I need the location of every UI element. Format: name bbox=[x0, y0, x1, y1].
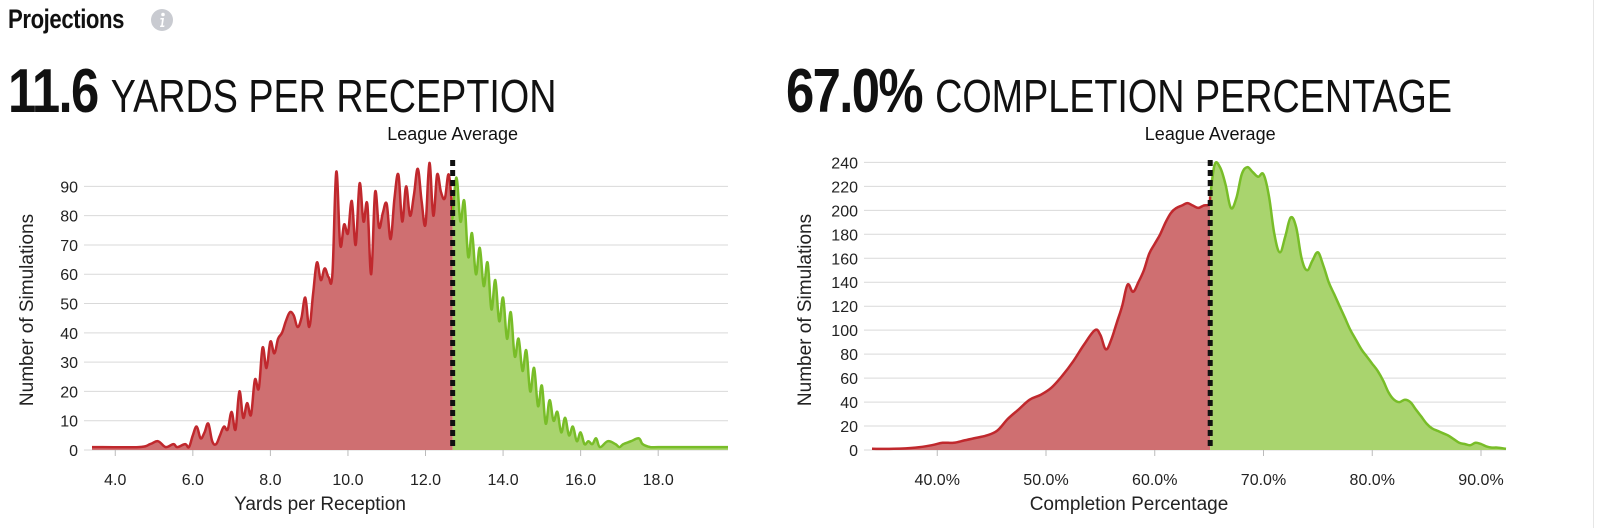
cmp-y-tick-label: 0 bbox=[849, 443, 858, 460]
cmp-x-tick-label: 90.0% bbox=[1458, 472, 1503, 489]
cmp-x-tick-label: 40.0% bbox=[915, 472, 960, 489]
cmp-x-tick-label: 80.0% bbox=[1350, 472, 1395, 489]
ypr-area-above-average bbox=[452, 177, 728, 450]
cmp-y-tick-label: 120 bbox=[831, 299, 858, 316]
cmp-y-tick-label: 180 bbox=[831, 227, 858, 244]
ypr-value: 11.6 bbox=[8, 57, 99, 126]
cmp-y-tick-label: 80 bbox=[840, 347, 858, 364]
ypr-line-below-average bbox=[91, 161, 454, 449]
cmp-line-below-average bbox=[871, 196, 1212, 451]
cmp-x-tick-label: 70.0% bbox=[1241, 472, 1286, 489]
ypr-x-axis-title: Yards per Reception bbox=[234, 494, 406, 515]
ypr-y-tick-label: 90 bbox=[60, 179, 78, 196]
cmp-y-tick-label: 40 bbox=[840, 395, 858, 412]
ypr-x-tick-label: 16.0 bbox=[565, 472, 596, 489]
ypr-x-tick-label: 14.0 bbox=[488, 472, 519, 489]
ypr-league-average-label: League Average bbox=[387, 124, 518, 144]
cmp-y-tick-label: 200 bbox=[831, 203, 858, 220]
cmp-y-tick-label: 140 bbox=[831, 275, 858, 292]
ypr-x-tick-label: 4.0 bbox=[104, 472, 126, 489]
ypr-y-tick-label: 30 bbox=[60, 355, 78, 372]
cmp-x-axis-title: Completion Percentage bbox=[1030, 494, 1229, 515]
cmp-league-average-label: League Average bbox=[1145, 124, 1276, 144]
ypr-x-tick-label: 18.0 bbox=[643, 472, 674, 489]
ypr-y-tick-label: 60 bbox=[60, 267, 78, 284]
cmp-chart: 0 20 40 60 80 100 120 140 160 180 200 220 240 40.0% 50… bbox=[795, 124, 1507, 515]
cmp-y-tick-label: 100 bbox=[831, 323, 858, 340]
ypr-stat-label: YARDS PER RECEPTION bbox=[110, 70, 557, 122]
ypr-x-tick-label: 8.0 bbox=[259, 472, 281, 489]
ypr-y-tick-label: 80 bbox=[60, 209, 78, 226]
ypr-y-tick-label: 70 bbox=[60, 238, 78, 255]
ypr-y-tick-label: 40 bbox=[60, 326, 78, 343]
ypr-chart: 0 10 20 30 40 50 60 70 80 90 4.0 6.0 8.0 10.0 12.0 14.0… bbox=[17, 124, 728, 515]
ypr-y-axis-title: Number of Simulations bbox=[17, 214, 38, 406]
info-icon[interactable] bbox=[150, 8, 174, 32]
section-title: Projections bbox=[8, 4, 125, 34]
cmp-y-tick-label: 220 bbox=[831, 179, 858, 196]
cmp-y-tick-label: 20 bbox=[840, 419, 858, 436]
ypr-x-tick-label: 6.0 bbox=[182, 472, 204, 489]
section-header: Projections bbox=[8, 4, 150, 35]
ypr-y-tick-label: 10 bbox=[60, 414, 78, 431]
cmp-y-axis-title: Number of Simulations bbox=[795, 214, 816, 406]
ypr-area-below-average bbox=[92, 162, 453, 451]
ypr-x-tick-label: 12.0 bbox=[410, 472, 441, 489]
cmp-stat-label: COMPLETION PERCENTAGE bbox=[935, 70, 1453, 122]
cmp-y-tick-label: 60 bbox=[840, 371, 858, 388]
ypr-header: 11.6 YARDS PER RECEPTION bbox=[8, 56, 677, 127]
cmp-x-tick-label: 60.0% bbox=[1132, 472, 1177, 489]
ypr-line-above-average bbox=[451, 176, 728, 449]
ypr-y-tick-label: 20 bbox=[60, 384, 78, 401]
cmp-y-tick-label: 240 bbox=[831, 155, 858, 172]
ypr-y-tick-label: 50 bbox=[60, 297, 78, 314]
page-border bbox=[1593, 0, 1594, 528]
cmp-area-below-average bbox=[872, 196, 1211, 450]
cmp-header: 67.0% COMPLETION PERCENTAGE bbox=[786, 56, 1598, 127]
cmp-area-above-average bbox=[1210, 162, 1506, 450]
cmp-x-tick-label: 50.0% bbox=[1023, 472, 1068, 489]
ypr-y-tick-label: 0 bbox=[69, 443, 78, 460]
cmp-line-above-average bbox=[1208, 161, 1507, 451]
cmp-value: 67.0% bbox=[786, 57, 924, 126]
ypr-x-tick-label: 10.0 bbox=[332, 472, 363, 489]
cmp-y-tick-label: 160 bbox=[831, 251, 858, 268]
